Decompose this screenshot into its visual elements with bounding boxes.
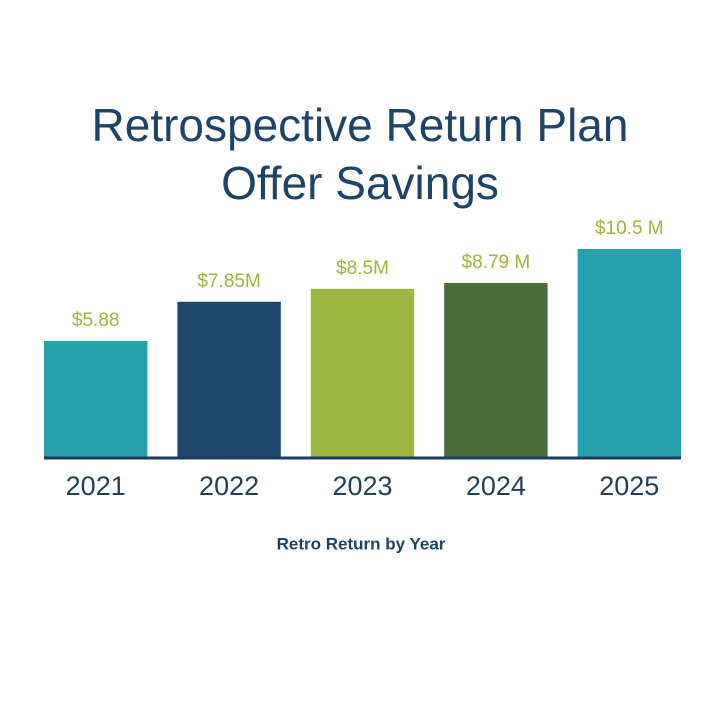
x-axis-label: Retro Return by Year <box>277 534 446 553</box>
x-tick-label: 2025 <box>599 471 659 501</box>
bar <box>310 288 415 458</box>
bar <box>444 283 548 458</box>
chart-title: Retrospective Return Plan Offer Savings <box>91 99 629 209</box>
value-label: $8.5M <box>336 258 389 279</box>
x-tick-label: 2021 <box>66 471 126 501</box>
bar <box>577 249 681 458</box>
value-label: $10.5 M <box>595 218 664 239</box>
value-label: $5.88 <box>72 310 120 331</box>
x-tick-label: 2023 <box>332 471 392 501</box>
value-label: $8.79 M <box>462 252 531 273</box>
value-label: $7.85M <box>197 271 260 292</box>
x-tick-label: 2022 <box>199 471 259 501</box>
x-tick-label: 2024 <box>466 471 526 501</box>
bar <box>177 301 281 458</box>
bar <box>44 340 148 458</box>
